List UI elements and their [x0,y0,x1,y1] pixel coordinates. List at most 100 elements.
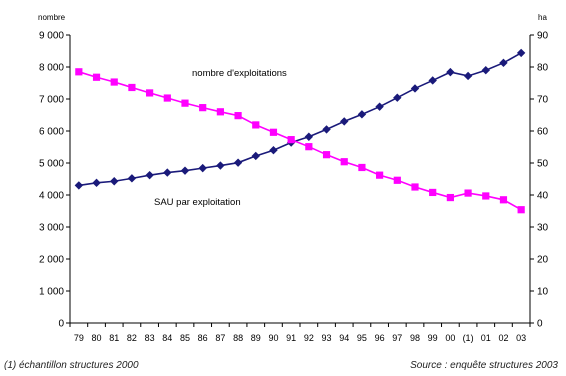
left-tick-label: 5 000 [39,159,64,170]
x-tick-label: 03 [516,333,526,343]
left-tick-label: 8 000 [39,63,64,74]
data-point-square [92,73,101,81]
x-tick-label: 85 [180,333,190,343]
data-point-square [429,188,437,197]
x-tick-label: 91 [286,333,296,343]
data-point-square [146,89,154,97]
data-point-square [340,158,348,166]
right-tick-label: 60 [537,127,549,138]
data-point-square [252,121,260,129]
data-point-square [287,136,295,144]
data-point-square [181,99,189,107]
data-point-diamond [127,174,137,183]
data-point-diamond [322,125,331,134]
x-tick-label: 84 [162,333,172,343]
data-point-diamond [216,161,225,170]
data-point-diamond [198,163,207,173]
data-point-square [322,151,331,159]
right-tick-label: 20 [537,255,549,266]
data-point-diamond [74,181,84,190]
series [74,48,526,214]
x-tick-label: 96 [375,333,385,343]
data-point-square [482,192,490,200]
data-point-diamond [428,76,437,85]
x-tick-label: 80 [92,333,102,343]
data-point-square [358,163,366,172]
x-tick-label: 89 [251,333,261,343]
x-tick-label: 02 [498,333,508,343]
data-point-diamond [410,84,420,93]
data-point-diamond [233,158,243,167]
data-point-diamond [463,71,473,81]
x-tick-label: 79 [74,333,84,343]
series-sau-par-exploitation [75,68,525,214]
right-tick-label: 70 [537,95,549,106]
data-point-square [393,176,401,184]
x-tick-label: 94 [339,333,349,343]
x-tick-label: 99 [428,333,438,343]
left-tick-label: 1 000 [39,287,64,298]
data-point-diamond [357,110,367,119]
data-point-diamond [446,67,455,77]
data-point-diamond [481,66,490,75]
left-tick-label: 7 000 [39,95,64,106]
data-point-diamond [499,58,508,68]
right-tick-label: 40 [537,191,549,202]
series-line [78,52,522,187]
x-tick-label: 93 [322,333,332,343]
right-axis-unit: ha [538,13,547,22]
data-point-diamond [92,178,101,188]
right-tick-label: 0 [537,319,543,330]
left-tick-label: 9 000 [39,31,64,42]
footnote-source: Source : enquête structures 2003 [410,360,558,371]
x-tick-label: 95 [357,333,367,343]
data-point-square [376,171,384,179]
data-point-square [269,128,278,136]
left-tick-label: 4 000 [39,191,64,202]
x-tick-label: 88 [233,333,243,343]
data-point-diamond [180,166,190,175]
series-nombre-exploitations [74,48,526,190]
x-tick-label: 82 [127,333,137,343]
data-point-square [199,104,207,112]
x-tick-label: 97 [392,333,402,343]
x-tick-label: 00 [445,333,455,343]
data-point-diamond [516,48,526,58]
data-point-square [517,206,525,214]
data-point-diamond [269,146,278,155]
data-point-square [446,193,454,202]
left-tick-label: 2 000 [39,255,64,266]
x-tick-label: 87 [215,333,225,343]
data-point-diamond [110,177,119,186]
data-point-square [234,112,242,120]
data-point-diamond [145,170,154,180]
data-point-square [216,108,224,116]
annotation-nombre-exploitations: nombre d'exploitations [192,68,287,79]
data-point-diamond [340,117,349,126]
x-tick-label: 86 [198,333,208,343]
footnote-sample: (1) échantillon structures 2000 [4,360,139,371]
x-tick-label: 92 [304,333,314,343]
data-point-square [411,183,419,191]
data-point-diamond [393,93,402,102]
data-point-diamond [375,102,384,111]
x-tick-label: 98 [410,333,420,343]
data-point-square [305,143,313,151]
data-point-diamond [163,168,172,177]
x-tick-label: 90 [268,333,278,343]
left-axis-unit: nombre [38,13,66,22]
annotation-sau-par-exploitation: SAU par exploitation [154,197,241,208]
data-point-square [499,196,508,204]
x-tick-label: 83 [145,333,155,343]
data-point-square [464,189,472,197]
data-point-square [75,68,83,76]
data-point-diamond [304,132,314,141]
left-tick-label: 0 [58,319,64,330]
right-tick-label: 30 [537,223,549,234]
right-tick-label: 10 [537,287,549,298]
data-point-square [128,83,136,92]
x-tick-label: 81 [109,333,119,343]
x-tick-label: (1) [463,333,474,343]
